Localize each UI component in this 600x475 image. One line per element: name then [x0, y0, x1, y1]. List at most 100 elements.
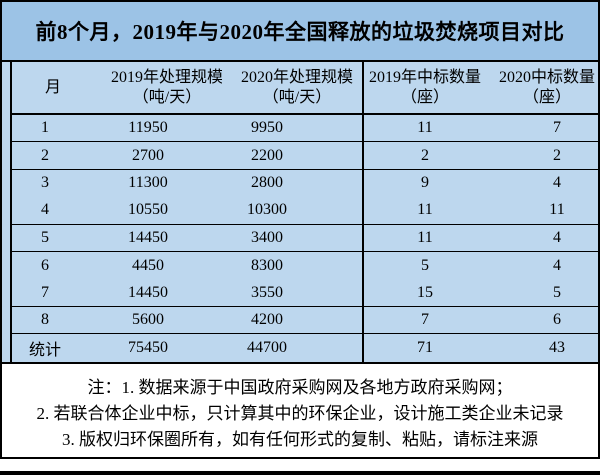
table-cell: 7 — [12, 279, 94, 307]
table-cell: 9950 — [222, 115, 362, 143]
note-line-1: 注：1. 数据来源于中国政府采购网及各地方政府采购网； — [87, 378, 513, 397]
header-unit: （吨/天） — [132, 88, 202, 106]
table-cell: 3400 — [222, 225, 362, 252]
cell-value: 4 — [553, 256, 561, 274]
table-cell: 14450 — [94, 279, 222, 307]
table-cell: 11 — [362, 224, 486, 252]
cell-value: 7 — [553, 119, 561, 137]
header-text: 2020中标数量 — [498, 68, 595, 86]
cell-value: 71 — [417, 338, 433, 356]
cell-value: 6 — [41, 256, 49, 274]
cell-value: 4 — [41, 201, 49, 219]
table-cell: 11300 — [94, 170, 222, 197]
cell-value: 3550 — [251, 283, 283, 301]
cell-value: 11950 — [128, 119, 168, 137]
table-cell-total: 44700 — [222, 334, 362, 361]
table-cell: 10300 — [222, 197, 362, 225]
table-cell: 15 — [362, 279, 486, 307]
table-cell: 3550 — [222, 279, 362, 307]
cell-value: 5 — [553, 283, 561, 301]
data-table: 月 2019年处理规模 （吨/天） 2020年处理规模 （吨/天） 2019年中… — [10, 62, 600, 362]
cell-value: 75450 — [128, 338, 168, 356]
document-frame: 前8个月，2019年与2020年全国释放的垃圾焚烧项目对比 月 2019年处理规… — [0, 0, 600, 459]
cell-value: 2200 — [251, 146, 283, 164]
table-cell: 10550 — [94, 197, 222, 225]
table-title-bar: 前8个月，2019年与2020年全国释放的垃圾焚烧项目对比 — [2, 2, 598, 62]
header-unit: （座） — [400, 88, 449, 106]
cell-value: 2800 — [251, 174, 283, 192]
table-cell: 6 — [12, 252, 94, 279]
note-line-2: 2. 若联合体企业中标，只计算其中的环保企业，设计施工类企业未记录 — [36, 404, 564, 423]
table-cell: 2700 — [94, 142, 222, 170]
table-area: 月 2019年处理规模 （吨/天） 2020年处理规模 （吨/天） 2019年中… — [2, 62, 600, 364]
cell-value: 14450 — [128, 228, 168, 246]
cell-value: 9 — [421, 174, 429, 192]
bottom-edge-strip — [0, 471, 600, 475]
cell-value: 2700 — [132, 146, 164, 164]
cell-value: 11 — [417, 119, 433, 137]
table-cell: 11 — [362, 115, 486, 143]
cell-value: 11300 — [128, 174, 168, 192]
cell-value: 3 — [41, 174, 49, 192]
cell-value: 44700 — [247, 338, 287, 356]
total-label: 统计 — [28, 341, 61, 359]
table-cell: 4200 — [222, 307, 362, 335]
table-cell: 2200 — [222, 142, 362, 170]
table-cell: 2 — [362, 142, 486, 170]
cell-value: 6 — [553, 310, 561, 328]
cell-value: 2 — [421, 146, 429, 164]
cell-value: 11 — [549, 201, 565, 219]
cell-value: 7 — [41, 283, 49, 301]
table-cell-total: 71 — [362, 334, 486, 362]
cell-value: 9950 — [251, 119, 283, 137]
cell-value: 14450 — [128, 283, 168, 301]
cell-value: 5 — [421, 256, 429, 274]
table-cell: 4 — [486, 252, 600, 279]
header-text: 2020年处理规模 — [240, 68, 353, 86]
table-cell-total: 75450 — [94, 334, 222, 361]
header-cell-bids-2019: 2019年中标数量 （座） — [362, 62, 486, 115]
table-cell: 3 — [12, 170, 94, 197]
table-cell: 5 — [486, 279, 600, 307]
table-cell: 8300 — [222, 252, 362, 279]
note-line-3: 3. 版权归环保圈所有，如有任何形式的复制、粘贴，请标注来源 — [62, 430, 538, 449]
table-cell: 6 — [486, 307, 600, 335]
table-cell: 5600 — [94, 307, 222, 335]
notes-section: 注：1. 数据来源于中国政府采购网及各地方政府采购网； 2. 若联合体企业中标，… — [2, 364, 598, 457]
table-cell: 8 — [12, 307, 94, 335]
header-cell-scale-2020: 2020年处理规模 （吨/天） — [222, 62, 362, 115]
header-unit: （吨/天） — [262, 88, 332, 106]
cell-value: 4 — [553, 174, 561, 192]
header-text: 2019年中标数量 — [368, 68, 481, 86]
table-cell: 14450 — [94, 225, 222, 252]
cell-value: 7 — [421, 310, 429, 328]
cell-value: 3400 — [251, 228, 283, 246]
header-cell-scale-2019: 2019年处理规模 （吨/天） — [94, 62, 222, 115]
table-cell: 5 — [12, 225, 94, 252]
table-cell: 5 — [362, 251, 486, 280]
cell-value: 4450 — [132, 256, 164, 274]
cell-value: 10300 — [247, 201, 287, 219]
header-cell-month: 月 — [12, 62, 94, 115]
table-cell: 7 — [486, 115, 600, 143]
cell-value: 2 — [553, 146, 561, 164]
cell-value: 2 — [41, 146, 49, 164]
table-cell: 4 — [486, 225, 600, 252]
header-cell-bids-2020: 2020中标数量 （座） — [486, 62, 600, 115]
table-cell: 4 — [12, 197, 94, 225]
table-cell: 1 — [12, 115, 94, 143]
table-cell: 2 — [486, 142, 600, 170]
table-cell: 9 — [362, 169, 486, 198]
table-cell: 2 — [12, 142, 94, 170]
table-title: 前8个月，2019年与2020年全国释放的垃圾焚烧项目对比 — [35, 20, 565, 44]
header-unit: （座） — [522, 88, 571, 106]
cell-value: 1 — [41, 119, 49, 137]
cell-value: 4200 — [251, 310, 283, 328]
cell-value: 5 — [41, 228, 49, 246]
cell-value: 43 — [549, 338, 565, 356]
header-text: 月 — [44, 78, 61, 96]
table-cell: 7 — [362, 306, 486, 335]
cell-value: 8300 — [251, 256, 283, 274]
table-cell: 4 — [486, 170, 600, 197]
